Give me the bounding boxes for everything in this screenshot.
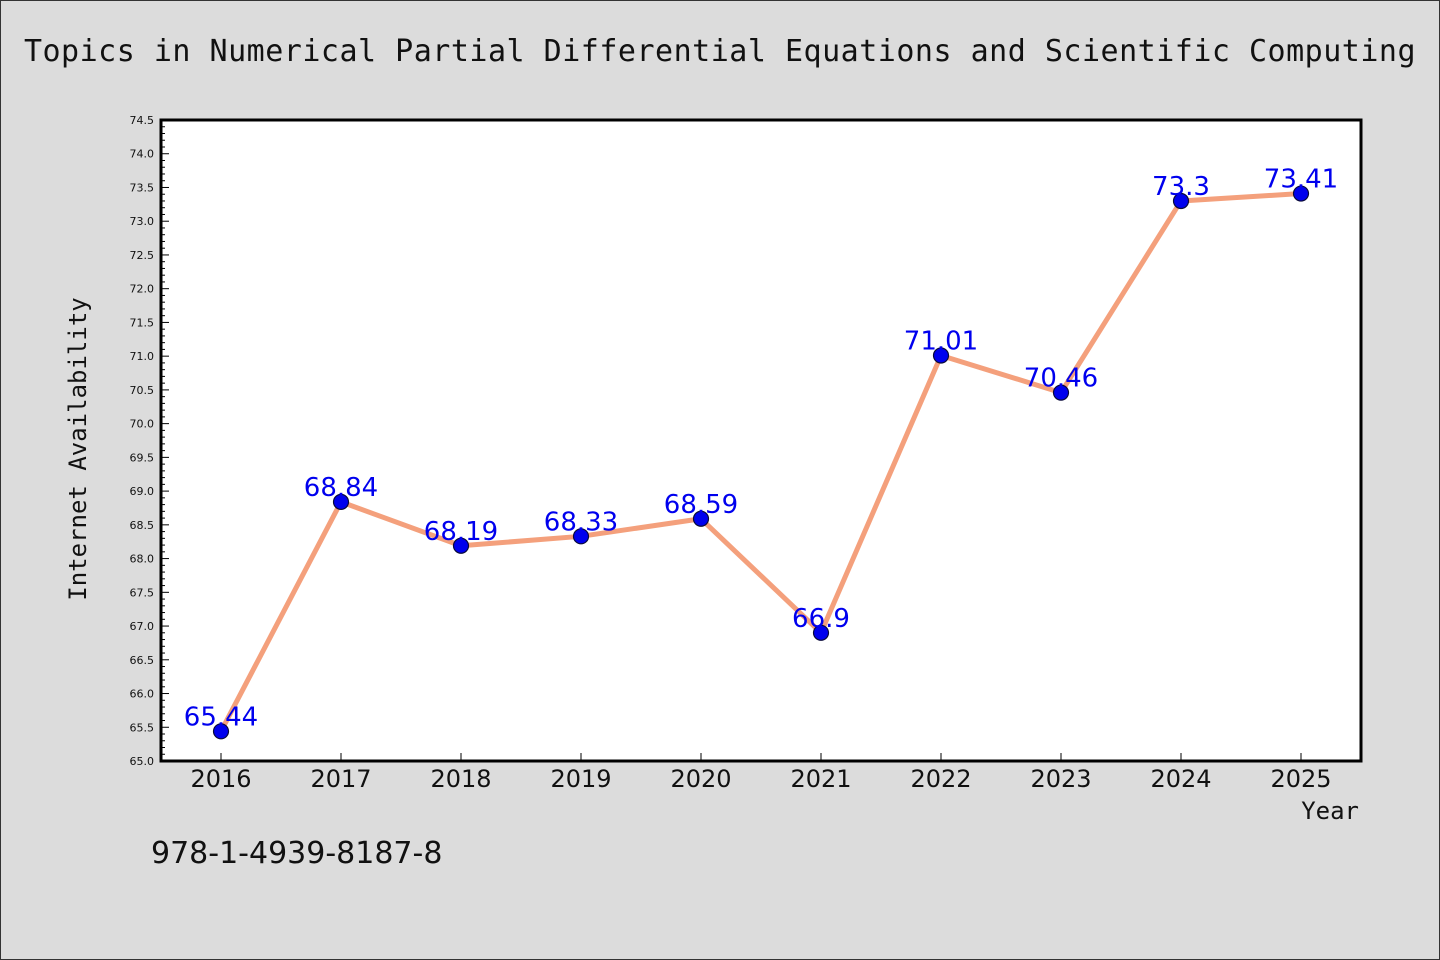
data-point	[452, 537, 470, 554]
y-tick-label: 66.5	[130, 654, 155, 667]
data-label: 68.59	[664, 490, 738, 520]
data-label: 66.9	[792, 604, 850, 634]
x-axis-ticks: 2016 2017 2018 2019 2020 2021 2022 2023 2024 2025	[190, 753, 1332, 793]
chart-title: Topics in Numerical Partial Differential…	[23, 34, 1417, 69]
y-tick-label: 72.0	[130, 283, 155, 296]
y-tick-label: 67.5	[130, 586, 155, 599]
data-point	[212, 723, 230, 740]
y-axis-ticks: 65.0 65.5 66.0 66.5 67.0 67.5 68.0 68.5 69.0 69.5…	[130, 114, 169, 768]
x-tick-label: 2022	[910, 765, 971, 793]
y-tick-label: 73.5	[130, 181, 155, 194]
data-point	[932, 347, 950, 364]
y-tick-label: 74.5	[130, 114, 155, 127]
data-markers	[212, 185, 1310, 740]
data-labels: 65.44 68.84 68.19 68.33 68.59 66.9 71.01 70.46 7…	[184, 165, 1338, 733]
data-label: 70.46	[1024, 364, 1098, 394]
x-tick-label: 2021	[790, 765, 851, 793]
data-point	[1172, 192, 1190, 210]
series-line	[218, 191, 1304, 734]
data-label: 71.01	[904, 326, 978, 356]
y-tick-label: 71.5	[130, 316, 155, 329]
y-tick-label: 71.0	[130, 350, 155, 363]
x-tick-label: 2016	[190, 765, 251, 793]
y-tick-label: 65.5	[130, 721, 155, 734]
data-label: 68.19	[424, 517, 498, 547]
data-point	[332, 493, 350, 511]
data-label: 68.84	[304, 473, 378, 503]
x-tick-label: 2024	[1150, 765, 1211, 793]
y-tick-label: 68.0	[130, 553, 155, 566]
data-label: 73.3	[1152, 172, 1210, 202]
x-tick-label: 2018	[430, 765, 491, 793]
data-point	[572, 528, 590, 545]
y-tick-label: 70.0	[130, 418, 155, 431]
x-tick-label: 2025	[1270, 765, 1331, 793]
y-tick-label: 68.5	[130, 519, 155, 532]
y-tick-label: 66.0	[130, 688, 155, 701]
y-tick-label: 70.5	[130, 384, 155, 397]
data-point	[1052, 384, 1070, 401]
data-label: 68.33	[544, 507, 618, 537]
data-point	[812, 624, 830, 641]
y-tick-label: 65.0	[130, 755, 155, 768]
plot-area	[159, 118, 1363, 763]
x-tick-label: 2017	[310, 765, 371, 793]
x-axis-label: Year	[1301, 797, 1359, 825]
y-tick-label: 74.0	[130, 148, 155, 161]
y-tick-label: 67.0	[130, 620, 155, 633]
y-tick-label: 69.5	[130, 451, 155, 464]
data-label: 65.44	[184, 702, 258, 732]
x-tick-label: 2019	[550, 765, 611, 793]
x-tick-label: 2020	[670, 765, 731, 793]
y-tick-label: 73.0	[130, 215, 155, 228]
y-tick-label: 69.0	[130, 485, 155, 498]
y-tick-label: 72.5	[130, 249, 155, 262]
data-point	[692, 510, 710, 527]
data-point	[1292, 185, 1310, 202]
footer-code: 978-1-4939-8187-8	[151, 836, 443, 871]
data-label: 73.41	[1264, 165, 1338, 195]
x-tick-label: 2023	[1030, 765, 1091, 793]
